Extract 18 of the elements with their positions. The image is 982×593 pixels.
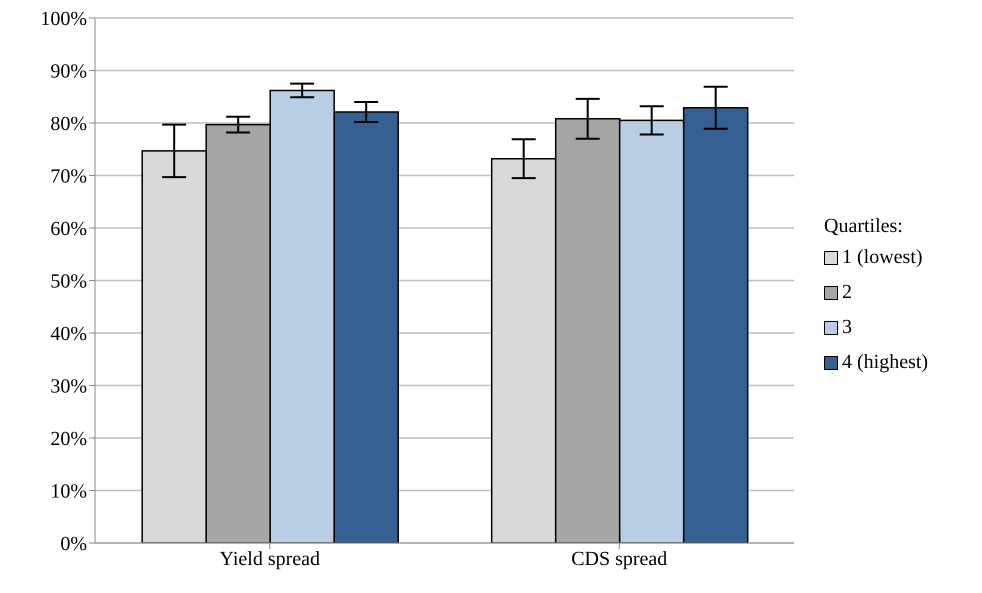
y-tick-label: 100% — [40, 8, 87, 30]
y-tick-label: 90% — [50, 60, 87, 83]
y-tick-label: 10% — [50, 480, 87, 503]
y-tick-label: 60% — [50, 218, 87, 240]
legend-label: 4 (highest) — [842, 351, 928, 374]
legend-title: Quartiles: — [824, 215, 904, 238]
y-tick-label: 50% — [50, 270, 87, 293]
y-tick-label: 40% — [50, 323, 87, 346]
y-tick-label: 20% — [50, 428, 87, 450]
y-tick-label: 70% — [50, 166, 87, 188]
x-tick-label: CDS spread — [571, 548, 668, 570]
y-tick-label: 30% — [50, 376, 87, 398]
legend-label: 3 — [842, 316, 852, 339]
legend-label: 1 (lowest) — [842, 246, 923, 269]
y-tick-label: 80% — [50, 113, 87, 136]
y-tick-label: 0% — [60, 533, 87, 556]
legend-label: 2 — [842, 281, 852, 304]
x-tick-label: Yield spread — [219, 548, 320, 570]
